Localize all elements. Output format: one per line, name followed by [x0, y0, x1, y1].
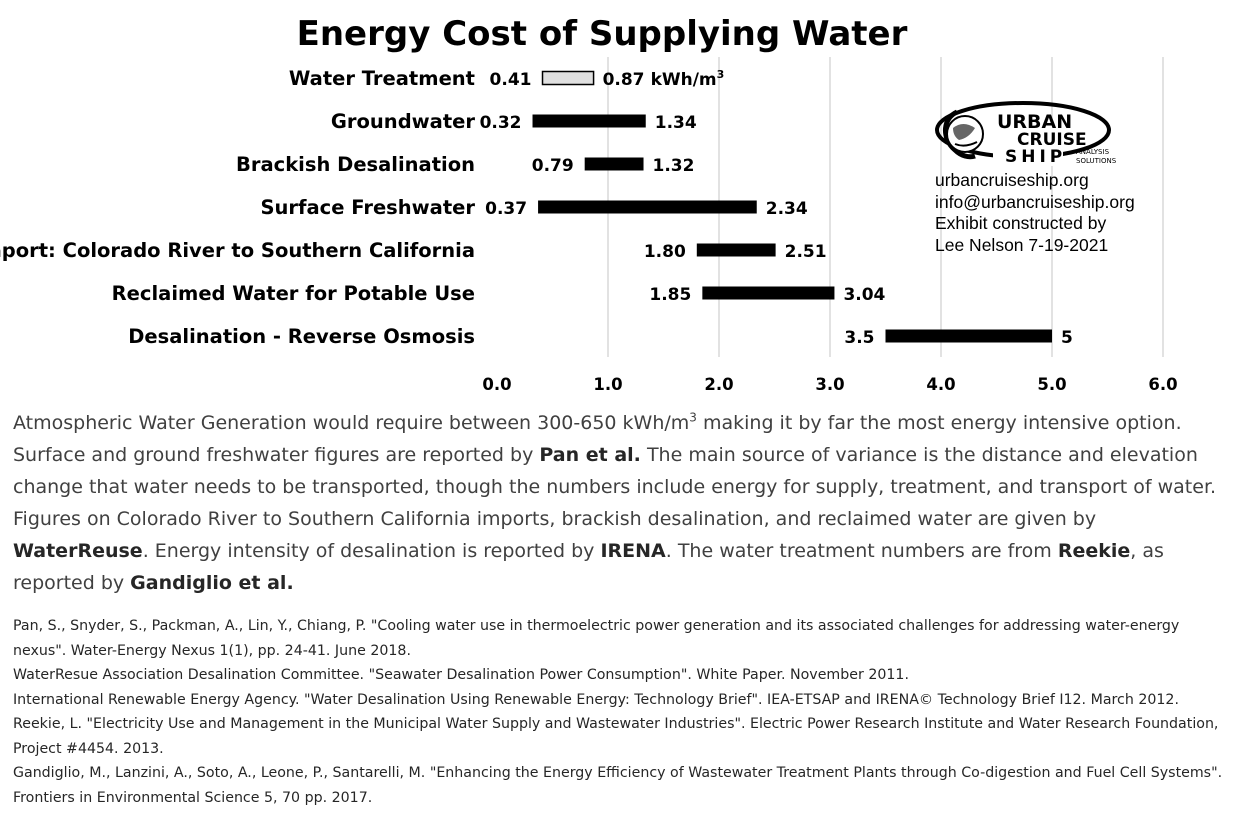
- low-value-label: 0.79: [532, 156, 574, 176]
- para-bold-gandiglio: Gandiglio et al.: [130, 572, 294, 594]
- range-bar-chart: Energy Cost of Supplying Water Water Tre…: [0, 14, 1178, 394]
- x-tick-label: 0.0: [482, 375, 511, 394]
- category-label: Reclaimed Water for Potable Use: [112, 282, 475, 305]
- credits-block: urbancruiseship.org info@urbancruiseship…: [935, 170, 1135, 256]
- logo-graphic: URBAN CRUISE SHIP ANALYSIS SOLUTIONS: [935, 101, 1117, 167]
- x-tick-label: 3.0: [815, 375, 844, 394]
- website-link[interactable]: urbancruiseship.org: [935, 170, 1089, 190]
- high-value-label: 1.32: [653, 156, 695, 176]
- low-value-label: 0.32: [480, 113, 522, 133]
- para-bold-waterreuse: WaterReuse: [13, 540, 143, 562]
- reference-item: Reekie, L. "Electricity Use and Manageme…: [13, 716, 1219, 757]
- bars: [532, 70, 1052, 343]
- x-tick-label: 4.0: [926, 375, 955, 394]
- email-link[interactable]: info@urbancruiseship.org: [935, 191, 1135, 212]
- range-bar: [532, 114, 646, 128]
- high-value-label: 1.34: [655, 113, 697, 133]
- logo-tag1: ANALYSIS: [1076, 148, 1110, 156]
- references-list: Pan, S., Snyder, S., Packman, A., Lin, Y…: [13, 614, 1235, 810]
- chart-title: Energy Cost of Supplying Water: [297, 14, 908, 54]
- high-value-label: 2.34: [766, 199, 808, 219]
- para-bold-pan: Pan et al.: [539, 444, 641, 466]
- para-text-1: Atmospheric Water Generation would requi…: [13, 412, 690, 434]
- reference-item: WaterResue Association Desalination Comm…: [13, 667, 909, 683]
- para-text-2: making it by far the most energy intensi…: [13, 412, 1182, 466]
- logo-line1: URBAN: [997, 111, 1072, 133]
- x-tick-label: 2.0: [704, 375, 733, 394]
- range-bar: [696, 243, 776, 257]
- range-bar: [584, 157, 644, 171]
- para-text-3: The main source of variance is the dista…: [13, 444, 1217, 530]
- category-label: Import: Colorado River to Southern Calif…: [0, 239, 475, 262]
- low-value-label: 3.5: [844, 328, 874, 348]
- high-value-label: 3.04: [843, 285, 885, 305]
- logo-line3: SHIP: [1005, 147, 1066, 167]
- logo-line2: CRUISE: [1017, 130, 1087, 150]
- credit-line-2: Lee Nelson 7-19-2021: [935, 234, 1109, 255]
- para-bold-irena: IRENA: [600, 540, 666, 562]
- unit-text: kWh/m: [651, 70, 717, 90]
- reference-item: Gandiglio, M., Lanzini, A., Soto, A., Le…: [13, 765, 1223, 806]
- explanatory-paragraph: Atmospheric Water Generation would requi…: [13, 407, 1235, 599]
- low-value-label: 1.80: [644, 242, 686, 262]
- reference-item: International Renewable Energy Agency. "…: [13, 691, 1179, 708]
- range-bar: [885, 329, 1052, 343]
- category-label: Water Treatment: [289, 67, 475, 90]
- x-tick-label: 1.0: [593, 375, 622, 394]
- category-label: Brackish Desalination: [236, 153, 475, 176]
- urbancruiseship-logo: URBAN CRUISE SHIP ANALYSIS SOLUTIONS: [935, 98, 1165, 170]
- category-label: Surface Freshwater: [261, 196, 476, 219]
- logo-tag2: SOLUTIONS: [1076, 157, 1117, 165]
- range-bar: [702, 286, 835, 300]
- high-value-label: 2.51: [785, 242, 827, 262]
- x-tick-labels: 0.0 1.0 2.0 3.0 4.0 5.0 6.0: [482, 375, 1177, 394]
- para-bold-reekie: Reekie: [1057, 540, 1131, 562]
- unit-label: kWh/m3: [651, 68, 725, 90]
- range-bar: [541, 70, 595, 86]
- category-label: Groundwater: [331, 110, 475, 133]
- para-text-6: , as reported by: [13, 540, 1164, 594]
- low-value-label: 1.85: [649, 285, 691, 305]
- para-text-4: . Energy intensity of desalination is re…: [142, 540, 601, 562]
- value-labels: 0.41 0.87 0.32 1.34 0.79 1.32 0.37 2.34 1.80 2.51…: [480, 70, 1073, 348]
- category-label: Desalination - Reverse Osmosis: [128, 325, 475, 348]
- unit-superscript: 3: [717, 68, 725, 81]
- para-superscript: 3: [689, 410, 697, 425]
- credit-line-1: Exhibit constructed by: [935, 213, 1107, 233]
- reference-item: Pan, S., Snyder, S., Packman, A., Lin, Y…: [13, 618, 1180, 659]
- high-value-label: 5: [1061, 328, 1073, 348]
- gridlines: [607, 57, 1164, 357]
- para-text-5: . The water treatment numbers are from: [665, 540, 1058, 562]
- low-value-label: 0.37: [485, 199, 527, 219]
- category-labels: Water Treatment Groundwater Brackish Desal…: [0, 67, 475, 348]
- low-value-label: 0.41: [490, 70, 532, 90]
- x-tick-label: 6.0: [1148, 375, 1177, 394]
- x-tick-label: 5.0: [1037, 375, 1066, 394]
- range-bar: [538, 200, 757, 214]
- high-value-label: 0.87: [603, 70, 645, 90]
